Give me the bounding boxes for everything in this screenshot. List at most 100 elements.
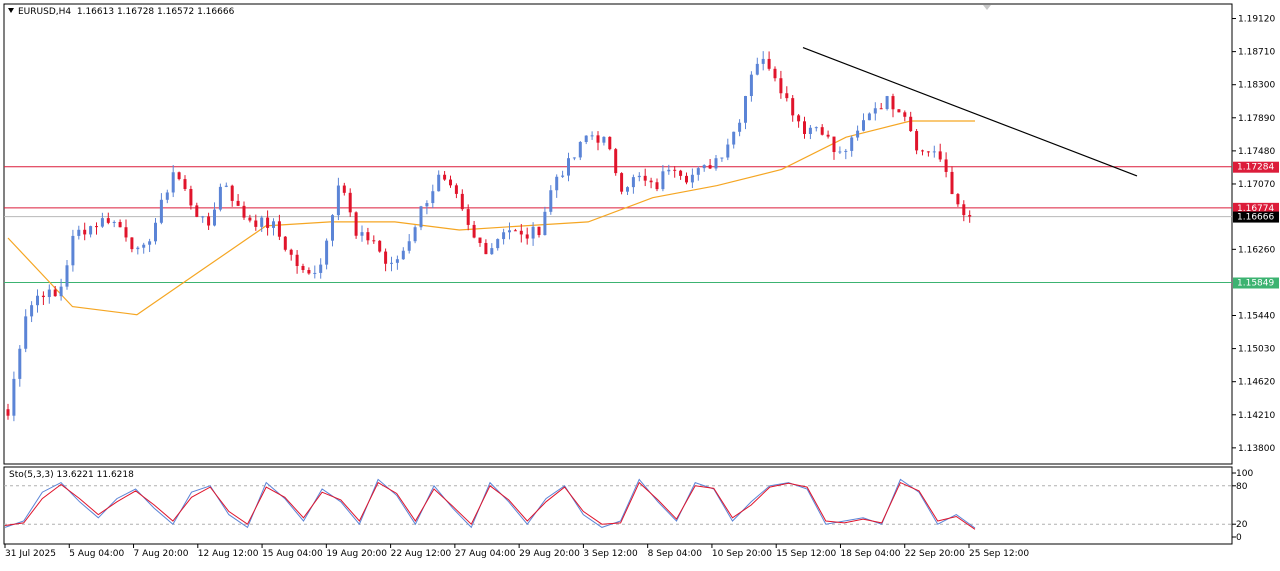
candle-bear — [195, 205, 199, 217]
chart-menu-caret-icon[interactable] — [8, 8, 14, 13]
candle-bull — [71, 235, 75, 266]
time-tick-label: 18 Sep 04:00 — [840, 549, 900, 559]
candle-bear — [177, 172, 181, 180]
chart-frame — [3, 3, 1233, 545]
main-pane-border — [3, 3, 1233, 465]
candle-bull — [602, 136, 606, 143]
candle-bull — [12, 378, 16, 416]
candle-bull — [437, 174, 441, 192]
candle-bear — [189, 189, 193, 206]
candle-bull — [490, 248, 494, 255]
candle-bear — [466, 209, 470, 225]
moving-average-line — [7, 120, 975, 316]
candle-bear — [41, 295, 45, 298]
candle-bull — [154, 222, 157, 242]
candle-bear — [897, 109, 901, 113]
candle-bear — [307, 269, 311, 274]
candle-bull — [407, 241, 411, 251]
candle-bear — [454, 185, 458, 194]
price-tick-label: 1.19120 — [1238, 15, 1275, 25]
candle-bull — [319, 264, 323, 273]
candle-bull — [213, 209, 216, 226]
time-tick-label: 29 Aug 20:00 — [519, 549, 580, 559]
candle-bull — [77, 229, 81, 236]
candle-bull — [885, 96, 889, 110]
candle-bull — [690, 174, 694, 183]
candle-bull — [749, 74, 753, 97]
stoch-signal-line — [4, 481, 976, 530]
candle-bull — [390, 262, 393, 264]
ohlc-values: 1.16613 1.16728 1.16572 1.16666 — [76, 7, 235, 17]
candle-bull — [720, 157, 724, 159]
candle-bull — [36, 295, 39, 306]
stoch-tick-label: 20 — [1236, 520, 1248, 530]
candle-bear — [83, 229, 87, 235]
candle-bear — [649, 180, 653, 183]
candle-bull — [413, 227, 417, 242]
candle-bull — [18, 348, 22, 379]
candle-bear — [366, 232, 370, 241]
candle-bear — [525, 234, 529, 239]
candle-bull — [65, 265, 69, 287]
candle-bear — [803, 121, 806, 134]
price-axis[interactable]: 1.19120 1.18710 1.18300 1.17890 1.17480 1.170… — [1232, 15, 1275, 454]
trendline-layer — [802, 47, 1138, 177]
stoch-main-value: 13.6221 — [56, 470, 94, 480]
candle-bear — [596, 135, 600, 143]
candle-bull — [549, 190, 553, 212]
candle-bear — [779, 78, 783, 94]
candle-bull — [201, 216, 205, 218]
candle-bear — [926, 151, 930, 153]
candle-bull — [224, 185, 228, 187]
candle-bull — [844, 150, 848, 152]
candle-bear — [909, 116, 913, 132]
level-label-text: 1.17284 — [1237, 163, 1274, 173]
candle-bear — [956, 194, 960, 205]
level-label-box — [1233, 161, 1279, 173]
candle-bull — [761, 58, 765, 64]
candle-bull — [59, 286, 63, 297]
time-axis[interactable]: 31 Jul 2025 5 Aug 04:00 7 Aug 20:00 12 Aug … — [4, 544, 1029, 559]
candle-bull — [165, 192, 169, 200]
candle-bear — [708, 165, 712, 169]
candle-bear — [891, 96, 895, 110]
level-label-text: 1.16774 — [1237, 204, 1274, 214]
candle-bull — [932, 151, 936, 153]
level-label-box — [1233, 277, 1279, 289]
candle-bear — [915, 131, 919, 151]
candle-bull — [218, 186, 222, 210]
price-tick-label: 1.17070 — [1238, 180, 1275, 190]
candle-bear — [968, 215, 972, 217]
candle-bear — [295, 254, 299, 266]
candle-bull — [543, 211, 547, 236]
candle-bear — [614, 149, 618, 174]
candle-bull — [850, 137, 854, 151]
moving-average-layer — [7, 120, 975, 316]
chart-shift-marker-icon — [983, 5, 991, 10]
candle-bear — [277, 221, 281, 237]
candle-bull — [714, 158, 718, 169]
candle-bear — [443, 174, 447, 180]
candle-bull — [572, 157, 576, 159]
candle-bear — [95, 226, 98, 228]
stochastic-layer — [4, 478, 1232, 530]
candle-bear — [773, 68, 777, 79]
candle-bear — [301, 265, 305, 270]
candle-bull — [808, 127, 812, 134]
candle-bull — [732, 131, 736, 145]
price-tick-label: 1.13800 — [1238, 444, 1275, 454]
candle-bull — [395, 259, 399, 263]
candle-bear — [832, 136, 836, 153]
candle-bear — [384, 251, 388, 264]
stochastic-axis: 100 80 20 0 — [1232, 469, 1253, 543]
candle-bull — [555, 176, 559, 191]
candle-bear — [354, 212, 358, 236]
candle-bull — [696, 168, 700, 175]
time-tick-label: 12 Aug 12:00 — [198, 549, 259, 559]
price-tick-label: 1.14210 — [1238, 411, 1275, 421]
candle-bear — [962, 204, 966, 216]
time-tick-label: 27 Aug 04:00 — [455, 549, 516, 559]
candle-bull — [856, 130, 860, 138]
